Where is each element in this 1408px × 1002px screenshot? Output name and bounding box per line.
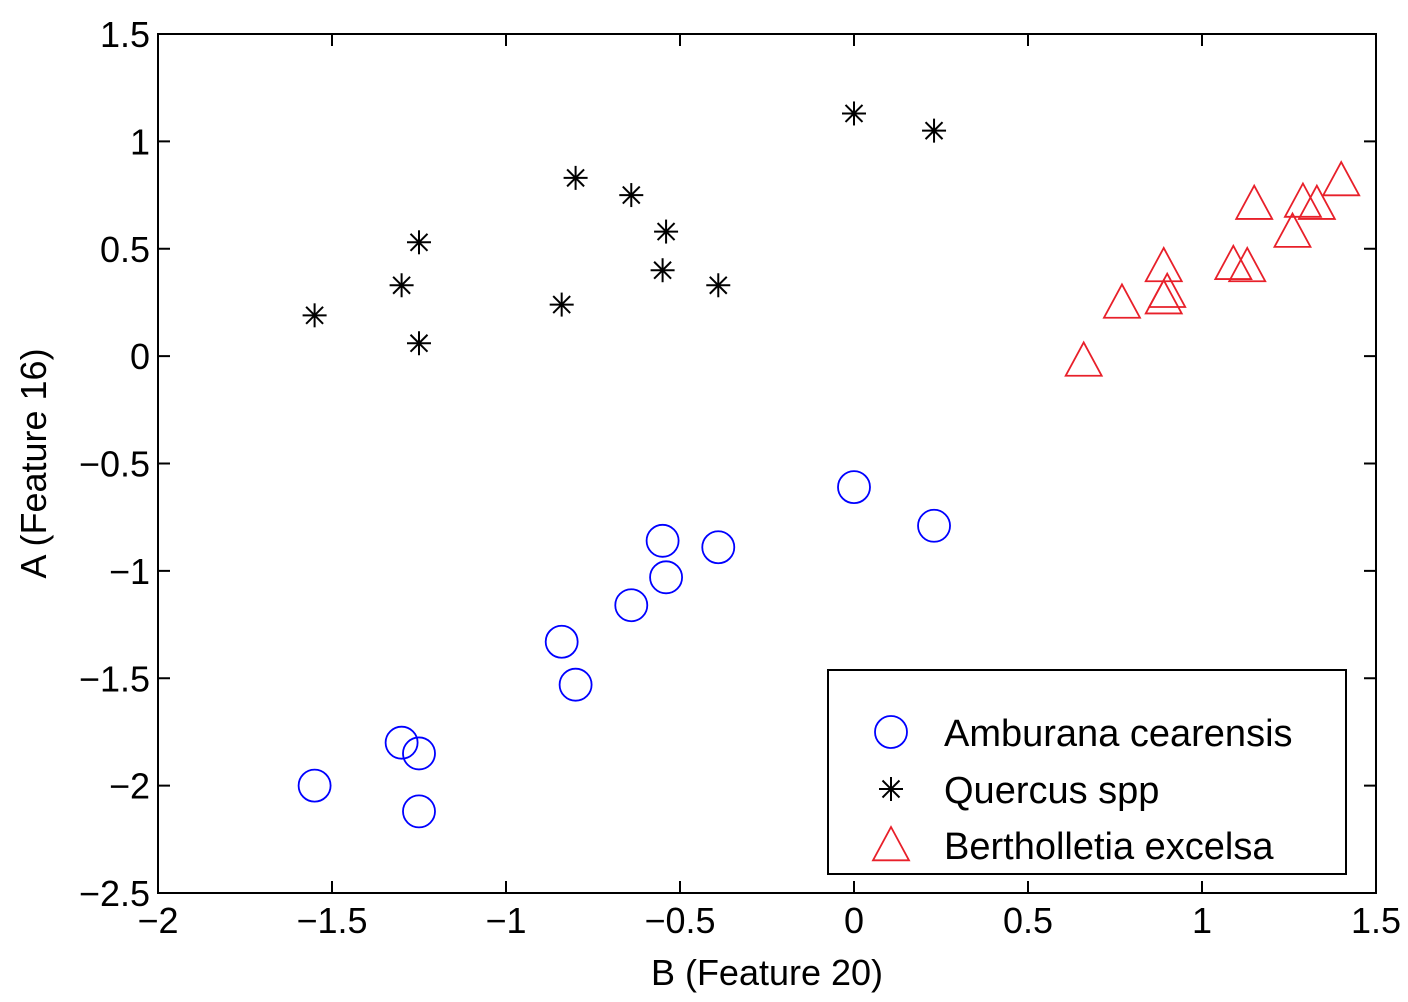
y-tick-label: −1 xyxy=(109,551,150,592)
asterisk-point xyxy=(563,165,588,190)
series-asterisk xyxy=(302,101,947,356)
asterisk-point xyxy=(549,292,574,317)
circle-point xyxy=(614,588,649,623)
legend-label: Amburana cearensis xyxy=(944,713,1293,755)
triangle-point xyxy=(1102,282,1142,319)
axis-ticks: −2 −1.5 −1 −0.5 0 0.5 1 1.5−2.5−2−1.5−1−0.500.5… xyxy=(79,14,1401,941)
y-tick-label: −2.5 xyxy=(79,873,150,914)
x-tick-label: 0 xyxy=(844,900,864,941)
asterisk-point xyxy=(619,183,644,208)
triangle-point xyxy=(1064,340,1104,377)
circle-point xyxy=(837,470,871,505)
circle-point xyxy=(544,624,579,659)
y-tick-label: −0.5 xyxy=(79,444,150,485)
series-circle xyxy=(297,470,951,829)
circle-point xyxy=(297,768,332,803)
x-tick-label: −1.5 xyxy=(296,900,367,941)
asterisk-point xyxy=(407,331,431,356)
legend-triangle-marker xyxy=(871,825,911,862)
x-tick-label: 1 xyxy=(1192,900,1212,941)
triangle-point xyxy=(1147,271,1187,308)
triangle-point xyxy=(1321,160,1361,197)
triangle-point xyxy=(1213,243,1253,280)
x-axis-title: B (Feature 20) xyxy=(651,952,883,993)
series-triangle xyxy=(1064,160,1361,377)
y-tick-label: −2 xyxy=(109,766,150,807)
asterisk-point xyxy=(842,101,866,126)
x-tick-label: −1 xyxy=(485,900,526,941)
circle-point xyxy=(402,736,436,771)
x-tick-label: 0.5 xyxy=(1003,900,1053,941)
asterisk-point xyxy=(407,230,431,255)
circle-point xyxy=(649,560,683,595)
legend-circle-marker xyxy=(874,715,908,749)
x-tick-label: −0.5 xyxy=(644,900,715,941)
circle-point xyxy=(384,725,419,760)
triangle-point xyxy=(1283,181,1323,218)
asterisk-point xyxy=(302,303,327,328)
y-axis-title: A (Feature 16) xyxy=(13,348,54,578)
x-tick-label: 1.5 xyxy=(1351,900,1401,941)
y-tick-label: 1.5 xyxy=(100,14,150,55)
y-tick-label: 0.5 xyxy=(100,229,150,270)
y-tick-label: 1 xyxy=(130,121,150,162)
triangle-point xyxy=(1227,246,1267,283)
asterisk-point xyxy=(706,273,731,298)
circle-point xyxy=(558,667,593,702)
y-tick-label: −1.5 xyxy=(79,658,150,699)
triangle-point xyxy=(1234,183,1274,220)
asterisk-point xyxy=(650,258,675,283)
legend-asterisk-marker xyxy=(879,777,903,801)
legend-label: Quercus spp xyxy=(944,770,1159,812)
asterisk-point xyxy=(922,118,947,143)
legend-box xyxy=(827,669,1347,875)
asterisk-point xyxy=(389,273,414,298)
circle-point xyxy=(701,530,736,565)
y-tick-label: 0 xyxy=(130,336,150,377)
triangle-point xyxy=(1297,183,1337,220)
legend: Amburana cearensis Quercus spp Bertholleti… xyxy=(827,669,1347,875)
circle-point xyxy=(402,794,436,829)
x-tick-label: −2 xyxy=(137,900,178,941)
triangle-point xyxy=(1272,211,1312,248)
circle-point xyxy=(917,508,951,543)
data-points xyxy=(297,101,1361,829)
legend-label: Bertholletia excelsa xyxy=(944,826,1274,868)
asterisk-point xyxy=(654,219,679,244)
circle-point xyxy=(645,523,680,558)
